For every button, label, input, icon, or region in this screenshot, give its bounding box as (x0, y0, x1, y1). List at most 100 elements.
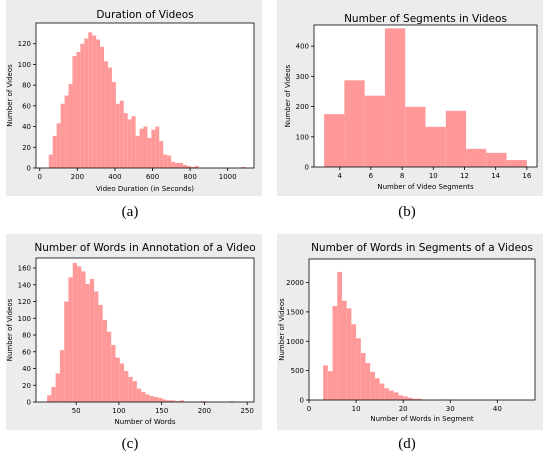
y-tick-label: 20 (22, 144, 31, 152)
y-axis-label: Number of Videos (6, 64, 14, 127)
histogram-bar (466, 148, 487, 167)
y-tick-label: 0 (27, 399, 31, 407)
histogram-bar (398, 395, 404, 400)
y-tick-label: 200 (296, 103, 309, 111)
y-tick-label: 120 (18, 40, 31, 48)
x-tick-label: 20 (399, 405, 408, 413)
histogram-bar (139, 128, 144, 168)
histogram-bar (94, 291, 99, 402)
histogram-bar (403, 396, 408, 400)
histogram-bar (379, 383, 385, 400)
axes-frame (308, 258, 536, 401)
histogram-bar (68, 277, 73, 402)
x-tick-label: 12 (460, 172, 469, 180)
x-tick-label: 40 (493, 405, 502, 413)
y-tick-label: 60 (22, 348, 31, 356)
histogram-bar (132, 381, 137, 402)
histogram-bar (115, 103, 120, 168)
histogram-bar (104, 61, 108, 169)
histogram-bar (167, 155, 172, 168)
histogram-bar (393, 392, 399, 400)
y-tick-label: 400 (296, 43, 309, 51)
y-tick-label: 80 (22, 82, 31, 90)
y-tick-label: 1000 (286, 338, 304, 346)
histogram-bar (341, 300, 347, 400)
histogram-bar (179, 400, 184, 402)
histogram-bar (365, 362, 371, 400)
y-axis-label: Number of Videos (6, 298, 14, 361)
histogram-bar (136, 388, 142, 402)
histogram-bar (158, 397, 163, 402)
histogram-bar (486, 152, 507, 167)
x-tick-label: 800 (183, 173, 196, 181)
histogram-bar (81, 271, 86, 402)
histogram-bar (115, 357, 120, 402)
histogram-bar (88, 32, 93, 169)
histogram-bar (151, 129, 156, 168)
x-tick-label: 14 (491, 172, 500, 180)
histogram-bar (149, 396, 154, 402)
axes-frame (35, 257, 255, 403)
x-tick-label: 16 (522, 172, 531, 180)
histogram-bar (98, 304, 103, 402)
histogram-bar (374, 378, 380, 400)
x-tick-label: 6 (369, 172, 374, 180)
histogram-bar (351, 324, 357, 400)
histogram-bar (241, 166, 246, 168)
x-axis-label: Video Duration (in Seconds) (96, 185, 194, 193)
histogram-bar (80, 43, 85, 168)
histogram-bar (111, 82, 116, 168)
y-tick-label: 0 (27, 165, 31, 173)
chart-title: Number of Words in Segments of a Videos (311, 242, 533, 254)
histogram-bar (60, 103, 65, 168)
histogram-bar (84, 38, 89, 169)
histogram-bar (412, 398, 418, 400)
x-tick-label: 100 (112, 407, 125, 415)
y-tick-label: 20 (22, 382, 31, 390)
x-tick-label: 50 (72, 407, 81, 415)
histogram-bar (47, 395, 52, 402)
histogram-bar (332, 306, 338, 400)
histogram-bar (64, 301, 69, 402)
x-tick-label: 1000 (219, 173, 237, 181)
histogram-bar (182, 164, 187, 168)
histogram-bar (89, 278, 95, 402)
chart-title: Duration of Videos (96, 9, 193, 21)
histogram-bar (111, 345, 116, 402)
y-tick-label: 160 (18, 265, 31, 273)
x-axis-label: Number of Video Segments (377, 183, 474, 191)
x-tick-label: 200 (71, 173, 84, 181)
x-tick-label: 10 (429, 172, 438, 180)
histogram-bar (85, 283, 90, 402)
histogram-bar (346, 308, 352, 400)
histogram-bar (425, 126, 446, 167)
histogram-bar (445, 110, 467, 167)
axes-frame (313, 24, 538, 168)
y-tick-label: 100 (18, 315, 31, 323)
histogram-bar (135, 135, 140, 168)
histogram-bar (175, 401, 180, 402)
histogram-bar (72, 263, 78, 402)
histogram-bar (107, 67, 112, 168)
histogram-bar (389, 390, 394, 400)
histogram-bar (153, 396, 159, 402)
y-tick-label: 1500 (286, 308, 304, 316)
histogram-bar (360, 353, 366, 400)
x-axis-label: Number of Words in Segment (370, 415, 474, 423)
x-tick-label: 200 (198, 407, 211, 415)
x-tick-label: 400 (108, 173, 121, 181)
caption-a: (a) (121, 204, 139, 220)
histogram-bar (200, 401, 206, 402)
y-axis-label: Number of Videos (284, 64, 292, 127)
histogram-bar (128, 376, 133, 402)
histogram-bar (100, 46, 105, 169)
histogram-bar (141, 391, 146, 402)
histogram-bar (131, 116, 136, 168)
histogram-bar (77, 266, 82, 402)
x-tick-label: 600 (146, 173, 159, 181)
histogram-bar (163, 154, 168, 168)
axes-frame (35, 22, 255, 169)
histogram-bar (190, 166, 195, 168)
y-tick-label: 100 (18, 61, 31, 69)
histogram-bar (102, 319, 107, 402)
